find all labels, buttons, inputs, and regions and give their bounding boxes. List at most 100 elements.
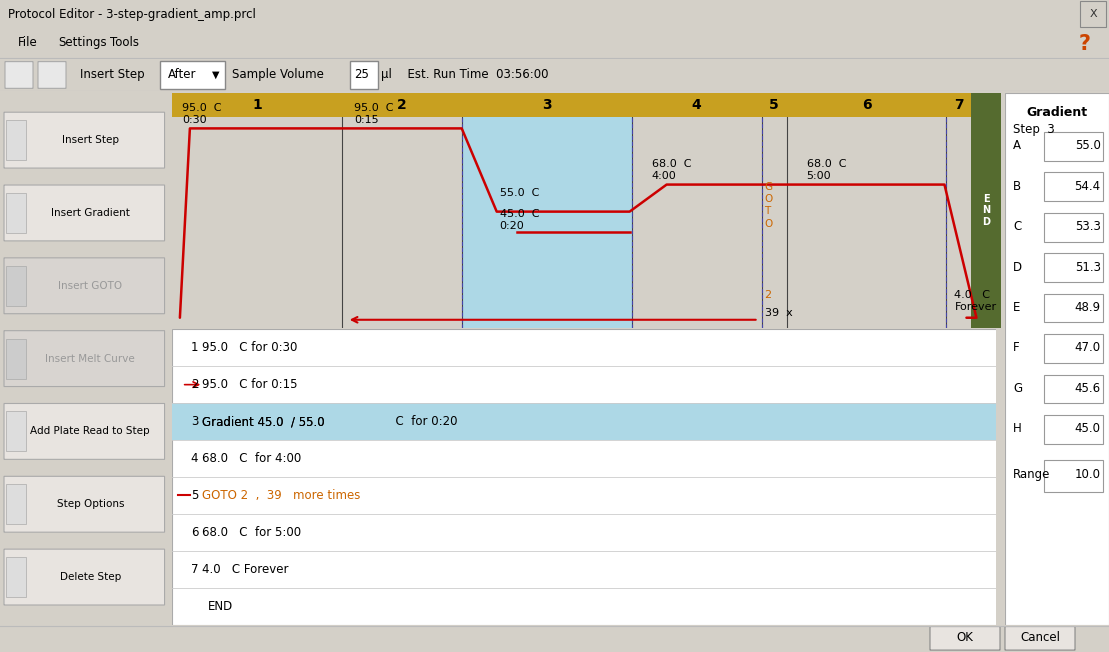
Text: 4.0   C: 4.0 C [955,290,990,300]
Bar [6,484,27,524]
Text: 0:15: 0:15 [354,115,378,125]
Text: 4:00: 4:00 [652,171,676,181]
Text: 4: 4 [191,452,199,465]
Text: 1: 1 [191,341,199,354]
Text: H: H [1014,422,1021,436]
Text: 68.0  C: 68.0 C [806,159,846,169]
FancyBboxPatch shape [930,627,1000,650]
FancyBboxPatch shape [1045,293,1102,323]
FancyBboxPatch shape [1045,213,1102,241]
Text: 68.0   C  for 4:00: 68.0 C for 4:00 [202,452,301,465]
Text: µl: µl [381,68,391,82]
Text: Gradient 45.0  / 55.0: Gradient 45.0 / 55.0 [202,415,324,428]
Text: 95.0  C: 95.0 C [354,103,394,113]
Text: 7: 7 [191,563,199,576]
Text: 0:20: 0:20 [500,221,525,231]
FancyBboxPatch shape [4,258,164,314]
Text: Insert Step: Insert Step [62,135,119,145]
Text: 4: 4 [692,98,702,112]
Text: 6: 6 [862,98,872,112]
FancyBboxPatch shape [4,112,164,168]
Text: Insert Step: Insert Step [80,68,144,82]
Text: ▼: ▼ [212,70,220,80]
FancyBboxPatch shape [4,61,33,88]
Text: Insert Melt Curve: Insert Melt Curve [45,353,135,364]
Text: Add Plate Read to Step: Add Plate Read to Step [30,426,150,436]
Text: 3: 3 [542,98,551,112]
FancyBboxPatch shape [4,185,164,241]
Bar [6,266,27,306]
Text: 95.0   C for 0:15: 95.0 C for 0:15 [202,378,297,391]
Bar [6,120,27,160]
Text: G
O
T
O: G O T O [764,181,773,229]
Text: C  for 0:20: C for 0:20 [388,415,457,428]
FancyBboxPatch shape [4,477,164,532]
Text: 95.0   C for 0:30: 95.0 C for 0:30 [202,341,297,354]
Text: F: F [1014,342,1019,355]
Text: Insert GOTO: Insert GOTO [59,281,122,291]
Bar [971,93,1001,328]
Text: Insert Gradient: Insert Gradient [51,208,130,218]
Text: 2: 2 [191,378,199,391]
FancyBboxPatch shape [38,61,67,88]
Text: X: X [1089,9,1097,20]
Text: 95.0  C: 95.0 C [182,103,222,113]
Text: 48.9: 48.9 [1075,301,1100,314]
FancyBboxPatch shape [1005,627,1075,650]
FancyBboxPatch shape [4,331,164,387]
Text: 4.0   C Forever: 4.0 C Forever [202,563,288,576]
Text: 54.4: 54.4 [1075,180,1100,193]
Bar [172,93,1001,117]
FancyBboxPatch shape [350,61,378,89]
Bar [6,193,27,233]
Text: After: After [167,68,196,82]
Text: D: D [1014,261,1022,274]
Text: OK: OK [957,630,974,644]
Text: E: E [1014,301,1020,314]
Bar [461,117,632,328]
FancyBboxPatch shape [1045,415,1102,444]
FancyBboxPatch shape [1045,374,1102,404]
Text: 2: 2 [764,290,772,300]
FancyBboxPatch shape [200,408,381,436]
Text: 3: 3 [191,415,199,428]
Text: Cancel: Cancel [1020,630,1060,644]
Text: Step Options: Step Options [57,499,124,509]
Text: 45.0  C: 45.0 C [500,209,539,219]
Text: Gradient 45.0  / 55.0: Gradient 45.0 / 55.0 [202,415,324,428]
Text: E
N
D: E N D [983,194,990,227]
FancyBboxPatch shape [1045,460,1102,492]
Text: A: A [1014,140,1021,153]
Text: Delete Step: Delete Step [60,572,121,582]
FancyBboxPatch shape [4,404,164,460]
FancyBboxPatch shape [1045,132,1102,160]
Text: Settings: Settings [58,36,106,49]
Bar [6,411,27,451]
Text: 5: 5 [191,489,199,502]
Text: C: C [1014,220,1021,233]
Text: 1: 1 [252,98,262,112]
Text: 0:30: 0:30 [182,115,206,125]
FancyBboxPatch shape [4,549,164,605]
Text: Est. Run Time  03:56:00: Est. Run Time 03:56:00 [400,68,549,82]
Bar [172,403,996,440]
Text: B: B [1014,180,1021,193]
Text: 5: 5 [770,98,779,112]
Text: 68.0   C  for 5:00: 68.0 C for 5:00 [202,526,301,539]
Text: 10.0: 10.0 [1075,468,1100,481]
FancyBboxPatch shape [1045,172,1102,201]
Text: 39  x: 39 x [764,308,792,318]
FancyBboxPatch shape [1045,253,1102,282]
Text: GOTO 2  ,  39   more times: GOTO 2 , 39 more times [202,489,360,502]
Text: 45.6: 45.6 [1075,382,1100,395]
Bar [6,338,27,379]
Text: Protocol Editor - 3-step-gradient_amp.prcl: Protocol Editor - 3-step-gradient_amp.pr… [8,8,256,21]
Text: 55.0  C: 55.0 C [500,188,539,198]
Text: 6: 6 [191,526,199,539]
Text: 2: 2 [397,98,407,112]
Text: 45.0: 45.0 [1075,422,1100,436]
FancyBboxPatch shape [1080,1,1106,27]
Text: 68.0  C: 68.0 C [652,159,691,169]
Text: 51.3: 51.3 [1075,261,1100,274]
Text: Forever: Forever [955,303,997,312]
